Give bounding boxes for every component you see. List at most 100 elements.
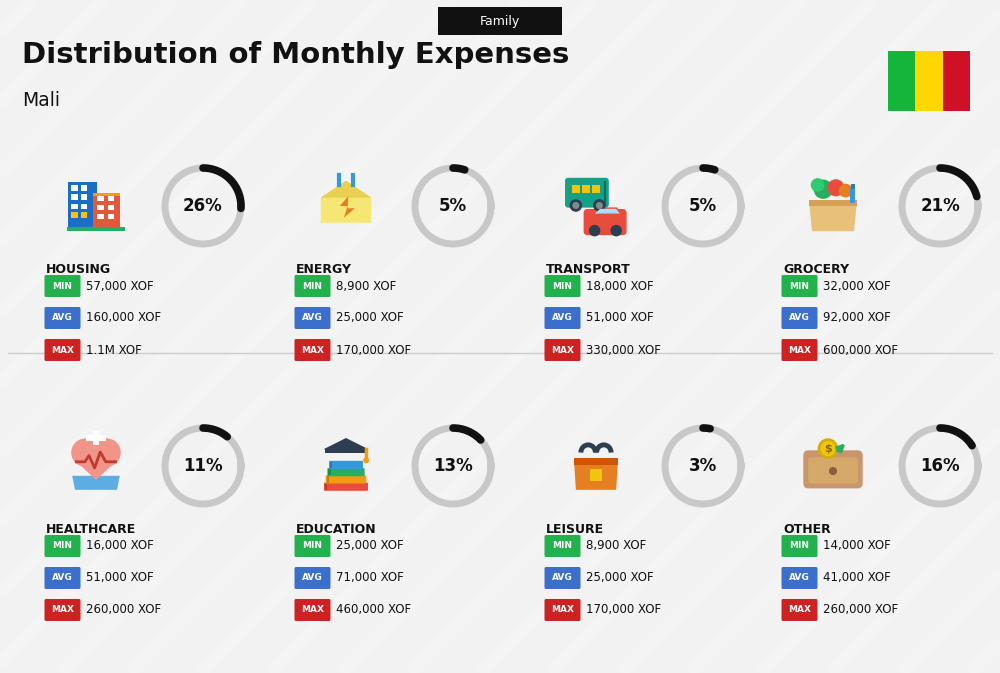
FancyBboxPatch shape — [294, 535, 330, 557]
Text: MAX: MAX — [788, 345, 811, 355]
FancyBboxPatch shape — [44, 599, 80, 621]
Bar — [592, 184, 600, 192]
FancyBboxPatch shape — [565, 178, 609, 207]
Text: TRANSPORT: TRANSPORT — [546, 263, 631, 276]
FancyBboxPatch shape — [294, 275, 330, 297]
Text: AVG: AVG — [789, 314, 810, 322]
Text: Mali: Mali — [22, 92, 60, 110]
Bar — [330, 462, 332, 468]
Polygon shape — [595, 209, 620, 213]
FancyBboxPatch shape — [294, 307, 330, 329]
Text: MIN: MIN — [790, 281, 810, 291]
Bar — [574, 458, 618, 464]
Bar — [81, 212, 87, 218]
Text: ENERGY: ENERGY — [296, 263, 352, 276]
Text: 25,000 XOF: 25,000 XOF — [586, 571, 654, 584]
Text: GROCERY: GROCERY — [783, 263, 849, 276]
Bar — [71, 212, 78, 218]
Text: HEALTHCARE: HEALTHCARE — [46, 523, 136, 536]
FancyBboxPatch shape — [782, 535, 818, 557]
Bar — [809, 200, 857, 206]
FancyBboxPatch shape — [327, 468, 365, 476]
Bar — [81, 204, 87, 209]
Bar — [71, 204, 78, 209]
Polygon shape — [324, 438, 368, 449]
FancyBboxPatch shape — [782, 275, 818, 297]
Text: AVG: AVG — [552, 573, 573, 583]
Text: 25,000 XOF: 25,000 XOF — [336, 312, 404, 324]
Bar — [71, 194, 78, 200]
Bar — [81, 194, 87, 200]
Bar — [108, 214, 114, 219]
Circle shape — [573, 203, 579, 208]
Text: MAX: MAX — [788, 606, 811, 614]
Bar — [108, 205, 114, 210]
Bar — [604, 181, 606, 205]
Text: 8,900 XOF: 8,900 XOF — [336, 279, 396, 293]
Text: Distribution of Monthly Expenses: Distribution of Monthly Expenses — [22, 41, 569, 69]
Circle shape — [570, 200, 581, 211]
Text: MAX: MAX — [51, 345, 74, 355]
Text: 160,000 XOF: 160,000 XOF — [86, 312, 161, 324]
FancyBboxPatch shape — [544, 535, 581, 557]
Bar — [97, 214, 104, 219]
Text: 21%: 21% — [920, 197, 960, 215]
FancyBboxPatch shape — [438, 7, 562, 35]
Text: 11%: 11% — [183, 457, 223, 475]
Text: 460,000 XOF: 460,000 XOF — [336, 604, 411, 616]
FancyBboxPatch shape — [782, 567, 818, 589]
Text: AVG: AVG — [552, 314, 573, 322]
Text: 170,000 XOF: 170,000 XOF — [586, 604, 661, 616]
Text: 16%: 16% — [920, 457, 960, 475]
Circle shape — [830, 468, 836, 474]
Circle shape — [839, 184, 852, 197]
Text: 25,000 XOF: 25,000 XOF — [336, 540, 404, 553]
Polygon shape — [593, 207, 621, 213]
Text: HOUSING: HOUSING — [46, 263, 111, 276]
Text: AVG: AVG — [302, 314, 323, 322]
Text: MIN: MIN — [302, 542, 322, 551]
Bar — [850, 188, 855, 203]
Text: 51,000 XOF: 51,000 XOF — [586, 312, 654, 324]
FancyBboxPatch shape — [544, 275, 581, 297]
Polygon shape — [340, 197, 355, 218]
Text: 71,000 XOF: 71,000 XOF — [336, 571, 404, 584]
Circle shape — [611, 225, 621, 236]
FancyBboxPatch shape — [294, 599, 330, 621]
Text: MIN: MIN — [552, 281, 572, 291]
Text: EDUCATION: EDUCATION — [296, 523, 377, 536]
Bar — [582, 184, 590, 192]
Bar — [108, 195, 114, 201]
Text: MIN: MIN — [52, 281, 72, 291]
Bar — [97, 195, 104, 201]
Text: AVG: AVG — [52, 573, 73, 583]
Text: MAX: MAX — [301, 345, 324, 355]
FancyBboxPatch shape — [782, 599, 818, 621]
Polygon shape — [72, 458, 120, 480]
Text: 8,900 XOF: 8,900 XOF — [586, 540, 646, 553]
Text: 41,000 XOF: 41,000 XOF — [823, 571, 891, 584]
FancyBboxPatch shape — [44, 339, 80, 361]
Circle shape — [364, 458, 368, 462]
FancyBboxPatch shape — [44, 307, 80, 329]
Text: 92,000 XOF: 92,000 XOF — [823, 312, 891, 324]
FancyBboxPatch shape — [44, 567, 80, 589]
Bar — [915, 51, 943, 111]
Text: AVG: AVG — [789, 573, 810, 583]
Bar — [67, 227, 125, 232]
FancyBboxPatch shape — [326, 475, 366, 483]
Bar — [93, 193, 120, 197]
Bar — [68, 182, 97, 227]
Circle shape — [819, 439, 837, 458]
Text: LEISURE: LEISURE — [546, 523, 604, 536]
Text: MIN: MIN — [552, 542, 572, 551]
Text: MIN: MIN — [52, 542, 72, 551]
Bar — [327, 476, 329, 483]
Bar — [325, 484, 327, 490]
Text: MIN: MIN — [302, 281, 322, 291]
Bar — [943, 51, 970, 111]
Text: 260,000 XOF: 260,000 XOF — [86, 604, 161, 616]
FancyBboxPatch shape — [44, 535, 80, 557]
Circle shape — [93, 439, 120, 466]
Circle shape — [597, 203, 602, 208]
